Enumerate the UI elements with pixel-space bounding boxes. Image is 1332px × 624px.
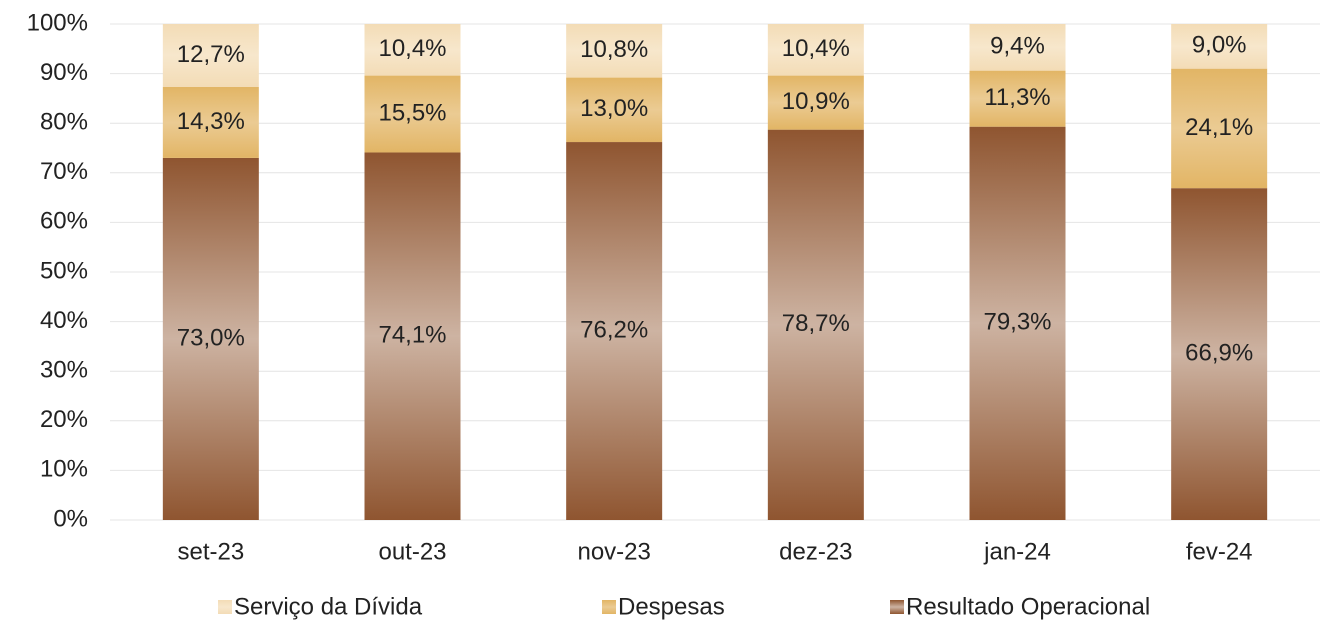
bar-segment <box>566 24 663 78</box>
y-tick-label: 10% <box>40 456 88 483</box>
x-tick-label: nov-23 <box>577 538 650 565</box>
bar-segment <box>162 157 259 521</box>
bar-segment <box>162 24 259 87</box>
data-label: 10,9% <box>782 88 850 115</box>
x-tick-label: jan-24 <box>983 538 1051 565</box>
bar-segment <box>364 152 461 521</box>
legend-label: Despesas <box>618 593 725 620</box>
bar-segment <box>364 24 461 76</box>
bar-segment <box>767 129 864 520</box>
legend-swatch <box>890 600 904 614</box>
data-label: 10,4% <box>782 35 850 62</box>
legend-swatch <box>602 600 616 614</box>
bar-segment <box>969 70 1066 127</box>
data-label: 9,0% <box>1192 32 1247 59</box>
y-tick-label: 80% <box>40 109 88 136</box>
y-tick-label: 30% <box>40 357 88 384</box>
y-tick-label: 100% <box>27 9 88 36</box>
bar-segment <box>566 77 663 143</box>
y-tick-label: 90% <box>40 59 88 86</box>
bar-segment <box>1171 24 1268 69</box>
bar-segment <box>1171 188 1268 520</box>
bar-segment <box>566 142 663 520</box>
data-label: 15,5% <box>378 99 446 126</box>
y-tick-label: 20% <box>40 406 88 433</box>
data-label: 78,7% <box>782 310 850 337</box>
y-tick-label: 0% <box>53 505 88 532</box>
bar-segment <box>364 75 461 153</box>
data-label: 24,1% <box>1185 114 1253 141</box>
x-tick-label: out-23 <box>378 538 446 565</box>
legend-label: Serviço da Dívida <box>234 593 423 620</box>
data-label: 9,4% <box>990 33 1045 60</box>
bar-segment <box>969 24 1066 71</box>
data-label: 10,4% <box>378 35 446 62</box>
x-tick-label: set-23 <box>177 538 244 565</box>
bar-segment <box>162 86 259 158</box>
data-label: 12,7% <box>177 41 245 68</box>
data-label: 73,0% <box>177 324 245 351</box>
x-tick-label: dez-23 <box>779 538 852 565</box>
legend-label: Resultado Operacional <box>906 593 1150 620</box>
bar-segment <box>1171 68 1268 189</box>
data-label: 66,9% <box>1185 339 1253 366</box>
data-label: 74,1% <box>378 322 446 349</box>
data-label: 10,8% <box>580 36 648 63</box>
data-label: 79,3% <box>983 309 1051 336</box>
x-tick-label: fev-24 <box>1186 538 1253 565</box>
y-tick-label: 40% <box>40 307 88 334</box>
bar-segment <box>767 24 864 76</box>
data-label: 11,3% <box>984 84 1050 111</box>
y-tick-label: 60% <box>40 208 88 235</box>
bar-segment <box>767 75 864 130</box>
data-label: 76,2% <box>580 316 648 343</box>
legend-swatch <box>218 600 232 614</box>
bar-segment <box>969 126 1066 520</box>
data-label: 13,0% <box>580 95 648 122</box>
y-tick-label: 70% <box>40 158 88 185</box>
y-tick-label: 50% <box>40 257 88 284</box>
data-label: 14,3% <box>177 108 245 135</box>
